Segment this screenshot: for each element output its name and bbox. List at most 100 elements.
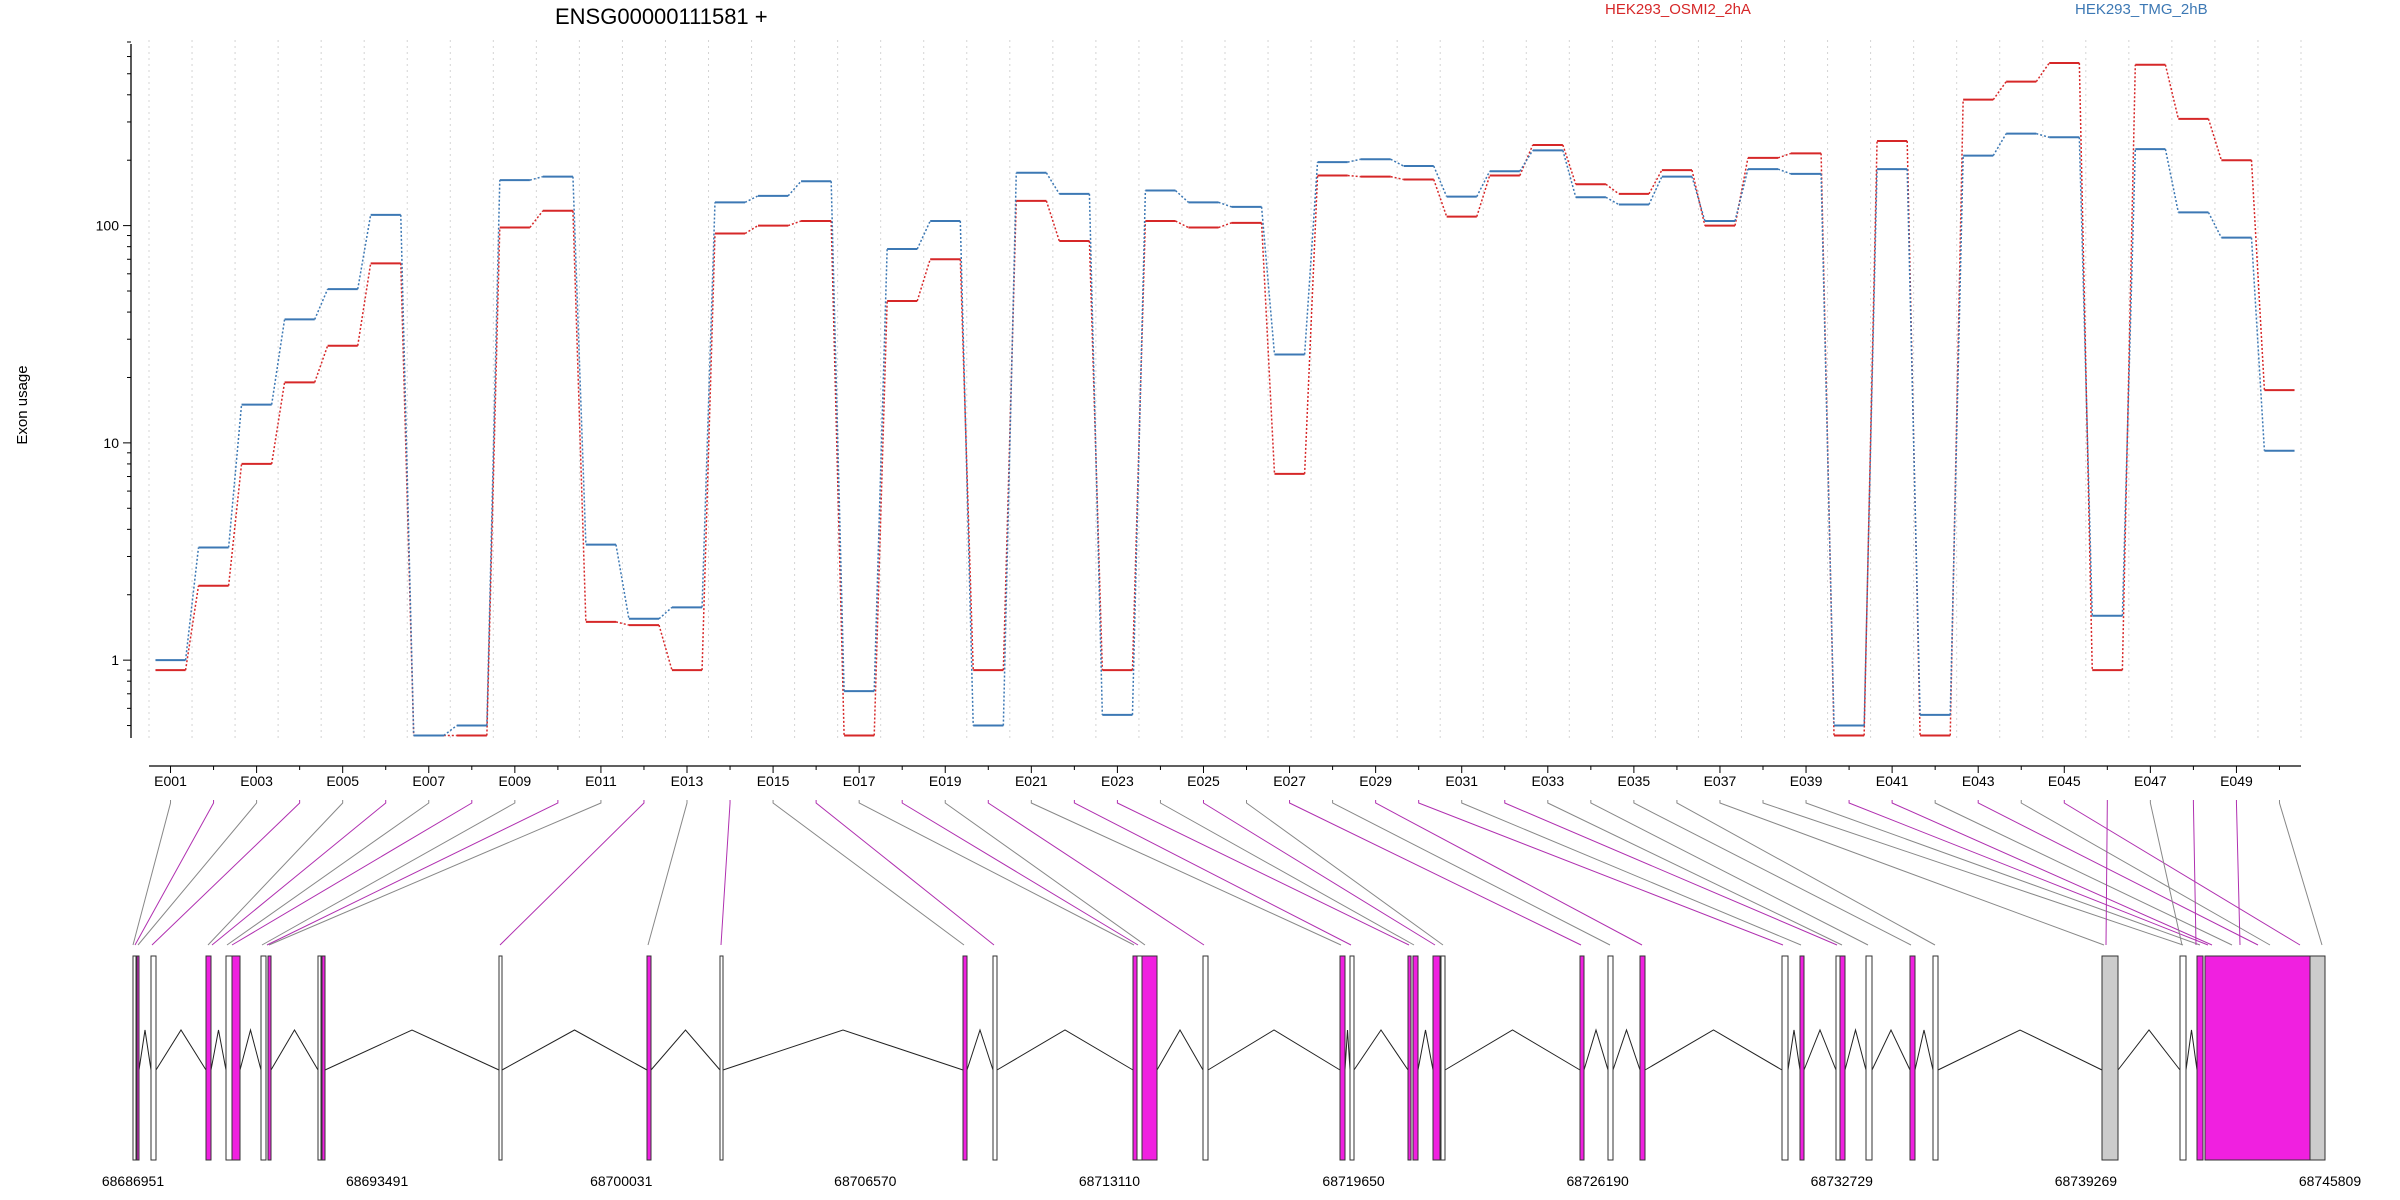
exon-connector [1504,800,1838,946]
coordinate-label: 68745809 [2299,1173,2362,1189]
series-2 [155,132,2295,737]
gene-model-track: 68686951 68693491 68700031 68706570 68713110… [102,955,2362,1189]
exon-connector [226,800,430,946]
exon-connector [1202,800,1436,946]
series-connector [1260,222,1276,474]
series-connector [959,220,974,726]
exon-block [1132,955,1138,1161]
series-connector [830,220,845,736]
series-connector [486,180,501,726]
series-connector [1045,200,1061,242]
series-connector [1906,169,1921,715]
intron-line [996,1029,1134,1071]
exon-connector [2020,800,2271,946]
legend-entry-series-1: HEK293_OSMI2_2hA [1605,1,1751,18]
x-tick-label: E025 [1187,773,1220,789]
intron-line [155,1029,207,1071]
series-connector [2164,64,2180,120]
x-tick-label: E011 [585,773,617,789]
exon-connector [1159,800,1415,946]
series-connector [830,181,845,692]
intron-line [138,1029,152,1071]
exon-block [498,955,503,1161]
intron-line [324,1029,500,1071]
series-connector [2207,118,2223,161]
x-tick-label: E041 [1876,773,1909,789]
x-tick-label: E049 [2220,773,2253,789]
series-connector [486,227,501,736]
intron-line [1612,1028,1641,1071]
exon-connector [2192,800,2197,946]
exon-block [1865,955,1873,1161]
x-tick-label: E009 [498,773,531,789]
intron-line [1871,1028,1911,1071]
series-connector [1562,144,1577,185]
exon-block [136,955,140,1161]
x-tick-label: E047 [2134,773,2167,789]
exon-block [1141,955,1158,1161]
exon-connector [1719,800,2105,946]
exon-connector [901,800,1139,946]
exon-block [992,955,998,1161]
exon-block [267,955,272,1161]
x-tick-label: E015 [757,773,790,789]
legend-entry-series-2: HEK293_TMG_2hB [2075,1,2208,18]
exon-connector [1848,800,2209,946]
intron-line [1583,1028,1609,1071]
coordinate-label: 68732729 [1811,1173,1874,1189]
series-connector [1174,189,1189,203]
series-connector [701,202,716,608]
series-connector [1820,153,1835,736]
exon-block [1440,955,1446,1161]
exon-block [1639,955,1646,1161]
coordinate-label: 68706570 [834,1173,897,1189]
exon-connector-lines [132,800,2323,946]
exon-connector [499,800,645,946]
series-connector [1949,155,1964,715]
intron-line [1444,1029,1581,1071]
x-tick-label: E023 [1101,773,1134,789]
exon-connector [1461,800,1802,946]
series-connector [873,300,888,736]
series-connector [1863,169,1878,726]
series-connector [2121,64,2137,671]
series-connector [959,259,974,671]
intron-line [2117,1029,2181,1071]
series-connector [701,233,716,671]
series-connector [1476,170,1491,197]
exon-connector [268,800,602,946]
exon-connector [261,800,516,946]
series-connector [357,263,372,346]
exon-block [1407,955,1412,1161]
series-connector [744,195,759,203]
series-connector [2164,148,2180,213]
exon-connector [858,800,1135,946]
exon-connector [1590,800,1869,946]
intron-line [722,1029,964,1071]
exon-connector [2149,800,2183,946]
x-tick-label: E005 [326,773,359,789]
exon-block [132,955,137,1161]
exon-connector [1418,800,1784,946]
series-connector [2078,63,2094,671]
exon-connector [944,800,1146,946]
y-tick-label: 100 [96,218,120,234]
series-connector [873,249,888,692]
intron-line [1914,1029,1934,1071]
series-connector [1303,175,1319,474]
series-connector [572,176,587,545]
series-connector [615,544,630,619]
exon-block [1579,955,1585,1161]
exon-block [1202,955,1209,1161]
exon-block [1349,955,1355,1161]
series-connector [787,180,802,197]
exon-connector [1116,800,1410,946]
intron-line [1353,1029,1409,1071]
series-connector [1433,179,1448,217]
exon-block [1607,955,1614,1161]
x-tick-label: E033 [1531,773,1564,789]
exon-connector [1073,800,1352,946]
coordinate-label: 68739269 [2055,1173,2118,1189]
intron-line [1156,1028,1204,1071]
